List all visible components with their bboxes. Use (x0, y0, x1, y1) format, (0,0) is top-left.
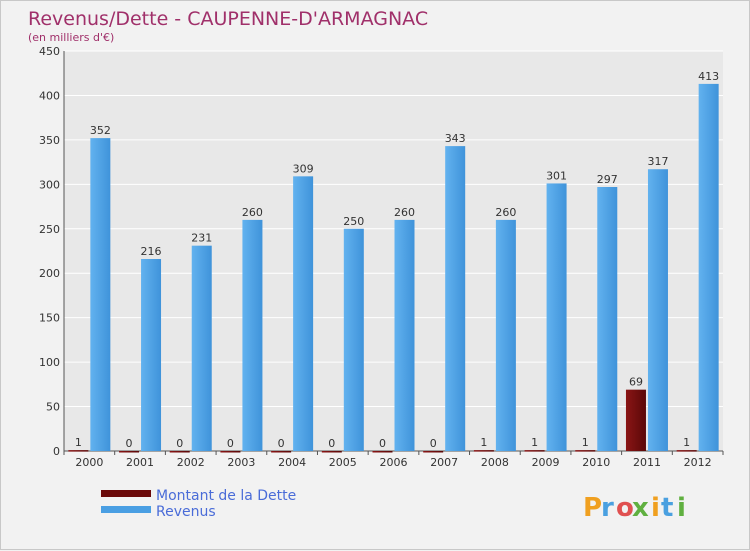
logo-letter: i (677, 493, 686, 523)
bar-dette (473, 450, 494, 452)
y-tick-label: 400 (39, 89, 60, 102)
bar-dette (575, 450, 596, 452)
data-label-dette: 0 (328, 437, 335, 450)
logo-letter: r (601, 493, 614, 523)
bar-revenus (242, 219, 263, 451)
data-label-revenus: 260 (495, 206, 516, 219)
data-label-dette: 69 (629, 376, 643, 389)
legend-swatch-revenus (101, 506, 151, 513)
x-tick-label: 2009 (532, 456, 560, 469)
y-tick-label: 300 (39, 178, 60, 191)
x-tick-label: 2008 (481, 456, 509, 469)
data-label-dette: 1 (683, 436, 690, 449)
bar-dette (220, 451, 241, 453)
logo-letter: t (661, 493, 673, 523)
bar-dette (271, 451, 292, 453)
data-label-revenus: 317 (647, 155, 668, 168)
x-tick-label: 2011 (633, 456, 661, 469)
x-tick-label: 2005 (329, 456, 357, 469)
bar-revenus (597, 187, 618, 451)
legend-label-revenus: Revenus (156, 504, 216, 520)
legend-swatch-debt (101, 490, 151, 497)
data-label-revenus: 309 (293, 162, 314, 175)
y-tick-label: 0 (53, 445, 60, 458)
data-label-revenus: 343 (445, 132, 466, 145)
bar-revenus (647, 169, 668, 451)
data-label-dette: 0 (379, 437, 386, 450)
logo-letter: P (583, 493, 602, 523)
data-label-revenus: 301 (546, 169, 567, 182)
legend-label-debt: Montant de la Dette (156, 488, 296, 504)
data-label-dette: 1 (531, 436, 538, 449)
chart-subtitle: (en milliers d'€) (28, 31, 114, 44)
x-tick-label: 2003 (227, 456, 255, 469)
bar-dette (68, 450, 89, 452)
bar-dette (321, 451, 342, 453)
proxiti-logo: Pr ox i t i (583, 493, 686, 523)
data-label-revenus: 297 (597, 173, 618, 186)
legend: Montant de la Dette Revenus (101, 488, 296, 520)
bar-dette (119, 451, 140, 453)
data-label-revenus: 260 (394, 206, 415, 219)
bar-revenus (495, 219, 516, 451)
grid (64, 50, 723, 452)
x-tick-label: 2004 (278, 456, 306, 469)
y-tick-label: 50 (46, 401, 60, 414)
bar-revenus (343, 228, 364, 451)
data-label-dette: 0 (126, 437, 133, 450)
data-labels: 1 352 0 216 0 231 0 260 0 309 0 250 0 260 0 343 1 260 1 301… (75, 70, 719, 450)
bar-revenus (293, 176, 314, 452)
chart-title: Revenus/Dette - CAUPENNE-D'ARMAGNAC (28, 8, 428, 30)
y-tick-label: 250 (39, 223, 60, 236)
bar-revenus (445, 146, 466, 451)
plot-area (64, 51, 723, 451)
data-label-revenus: 260 (242, 206, 263, 219)
y-tick-label: 450 (39, 45, 60, 58)
y-tick-label: 200 (39, 267, 60, 280)
x-tick-label: 2012 (684, 456, 712, 469)
logo-letter: i (651, 493, 660, 523)
y-tick-label: 100 (39, 356, 60, 369)
x-tick-label: 2000 (75, 456, 103, 469)
data-label-dette: 0 (430, 437, 437, 450)
data-label-dette: 0 (176, 437, 183, 450)
bar-dette (524, 450, 545, 452)
bar-dette (169, 451, 190, 453)
bar-revenus (698, 83, 719, 451)
data-label-revenus: 413 (698, 70, 719, 83)
data-label-dette: 1 (75, 436, 82, 449)
x-tick-label: 2007 (430, 456, 458, 469)
y-tick-label: 350 (39, 134, 60, 147)
logo-letter: o (616, 493, 634, 523)
data-label-dette: 1 (480, 436, 487, 449)
bar-dette (423, 451, 444, 453)
logo-letter: x (632, 493, 649, 523)
bar-dette (676, 450, 697, 452)
bars (68, 83, 719, 453)
data-label-dette: 0 (227, 437, 234, 450)
bar-revenus (191, 245, 212, 451)
data-label-revenus: 231 (191, 232, 212, 245)
bar-revenus (546, 183, 567, 451)
x-tick-label: 2001 (126, 456, 154, 469)
data-label-revenus: 250 (343, 215, 364, 228)
bar-dette (372, 451, 393, 453)
bar-revenus (394, 219, 415, 451)
data-label-dette: 1 (582, 436, 589, 449)
data-label-dette: 0 (278, 437, 285, 450)
data-label-revenus: 352 (90, 124, 111, 137)
data-label-revenus: 216 (141, 245, 162, 258)
bar-revenus (90, 138, 111, 451)
y-tick-label: 150 (39, 312, 60, 325)
x-tick-label: 2006 (380, 456, 408, 469)
x-tick-label: 2010 (582, 456, 610, 469)
x-tick-label: 2002 (177, 456, 205, 469)
bar-dette (625, 389, 646, 451)
bar-revenus (141, 259, 162, 451)
